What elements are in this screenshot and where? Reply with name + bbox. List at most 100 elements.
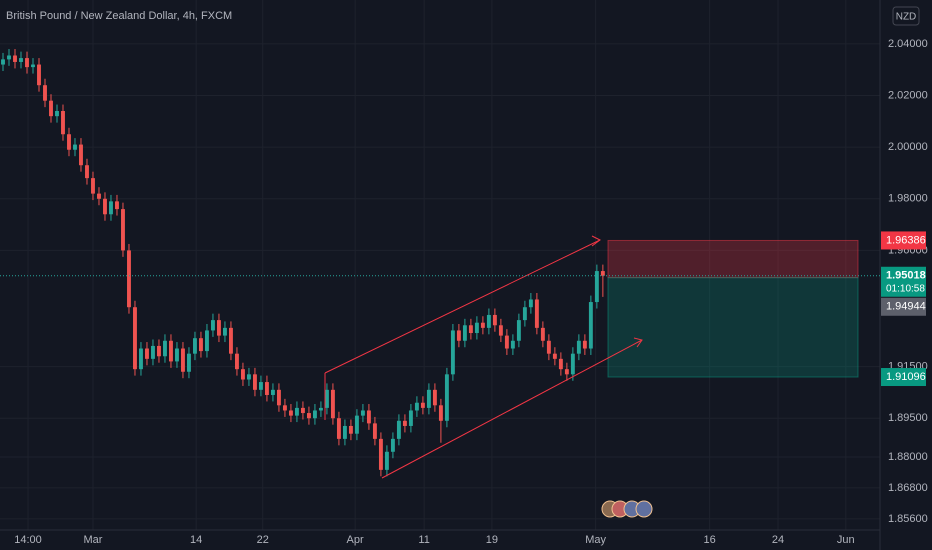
candle-body <box>450 330 455 375</box>
arrow-head <box>591 235 601 247</box>
candle-body <box>552 353 557 359</box>
arrow-head <box>633 337 643 348</box>
candle-body <box>25 58 29 68</box>
candle-body <box>73 144 77 150</box>
candle-body <box>67 134 71 150</box>
candle-body <box>330 389 335 419</box>
candle-body <box>432 389 437 406</box>
candle-body <box>240 369 245 380</box>
candle-body <box>252 374 257 390</box>
candle-body <box>354 415 359 434</box>
candle-body <box>103 198 107 215</box>
candle-body <box>115 201 119 210</box>
y-tick-label: 1.88000 <box>888 451 928 463</box>
candle-body <box>157 345 161 357</box>
candle-body <box>420 402 425 408</box>
x-tick-label: Apr <box>347 534 364 546</box>
x-tick-label: 14 <box>190 534 202 546</box>
candle-body <box>576 340 581 354</box>
candle-body <box>378 438 383 470</box>
x-tick-label: 24 <box>772 534 784 546</box>
y-tick-label: 1.89500 <box>888 412 928 424</box>
y-tick-label: 1.86800 <box>888 482 928 494</box>
candle-body <box>217 320 221 336</box>
countdown-label: 01:10:58 <box>886 283 925 294</box>
candle-body <box>91 178 95 194</box>
y-tick-label: 1.98000 <box>888 193 928 205</box>
entry-price-label: 1.94944 <box>886 301 926 313</box>
candle-body <box>145 348 149 359</box>
candle-body <box>258 382 263 390</box>
y-tick-label: 1.85600 <box>888 513 928 525</box>
candle-body <box>31 64 35 68</box>
candle-body <box>19 58 23 62</box>
candle-body <box>594 271 599 303</box>
candle-body <box>534 299 539 328</box>
x-tick-label: 16 <box>704 534 716 546</box>
candle-body <box>270 389 275 395</box>
candle-body <box>582 340 587 349</box>
candle-body <box>396 420 401 439</box>
target-price-label-bg <box>881 368 926 387</box>
x-tick-label: May <box>585 534 606 546</box>
candle-body <box>600 271 605 276</box>
candle-body <box>246 374 251 380</box>
entry-price-bg <box>881 297 926 316</box>
candle-body <box>7 55 11 60</box>
target-zone <box>607 277 859 378</box>
candle-body <box>1 59 5 65</box>
target-price-label: 1.91096 <box>886 371 926 383</box>
channel-lower <box>381 339 643 479</box>
currency-button[interactable] <box>892 6 920 26</box>
last-price-bg <box>881 266 926 297</box>
candle-body <box>372 423 377 439</box>
event-icons <box>601 500 653 518</box>
candle-body <box>306 413 311 419</box>
event-icon <box>635 500 653 518</box>
candle-body <box>480 322 485 328</box>
candle-body <box>384 451 389 470</box>
candle-body <box>139 348 143 370</box>
candle-body <box>133 307 137 370</box>
candle-body <box>79 144 83 166</box>
y-tick-label: 2.02000 <box>888 89 928 101</box>
candle-body <box>570 353 575 375</box>
candle-body <box>342 425 347 439</box>
candle-body <box>324 389 329 408</box>
candle-body <box>498 325 503 336</box>
candle-body <box>163 340 167 357</box>
candle-body <box>109 201 113 215</box>
candle-body <box>300 407 305 414</box>
candle-body <box>97 193 101 199</box>
candle-body <box>522 307 527 321</box>
candle-body <box>49 100 53 117</box>
y-tick-label: 2.00000 <box>888 141 928 153</box>
candle-body <box>234 353 239 370</box>
candle-body <box>492 314 497 326</box>
candle-body <box>181 348 185 372</box>
candle-body <box>276 389 281 406</box>
candle-body <box>402 420 407 426</box>
candle-body <box>211 320 215 331</box>
candle-body <box>588 302 593 349</box>
candle-body <box>282 405 287 411</box>
candle-body <box>558 358 563 370</box>
candle-body <box>504 335 509 349</box>
x-tick-label: Jun <box>837 534 855 546</box>
candle-body <box>85 165 89 179</box>
candle-body <box>510 340 515 349</box>
candle-body <box>474 322 479 334</box>
candle-body <box>127 250 131 308</box>
candle-body <box>336 418 341 439</box>
candle-body <box>468 325 473 334</box>
position-tool <box>607 239 859 378</box>
candle-body <box>540 327 545 341</box>
candle-body <box>426 389 431 408</box>
candle-body <box>175 348 179 362</box>
candle-body <box>55 111 59 117</box>
candle-body <box>294 407 299 416</box>
currency-label: NZD <box>896 12 917 23</box>
candle-body <box>121 209 125 251</box>
candle-body <box>390 438 395 452</box>
